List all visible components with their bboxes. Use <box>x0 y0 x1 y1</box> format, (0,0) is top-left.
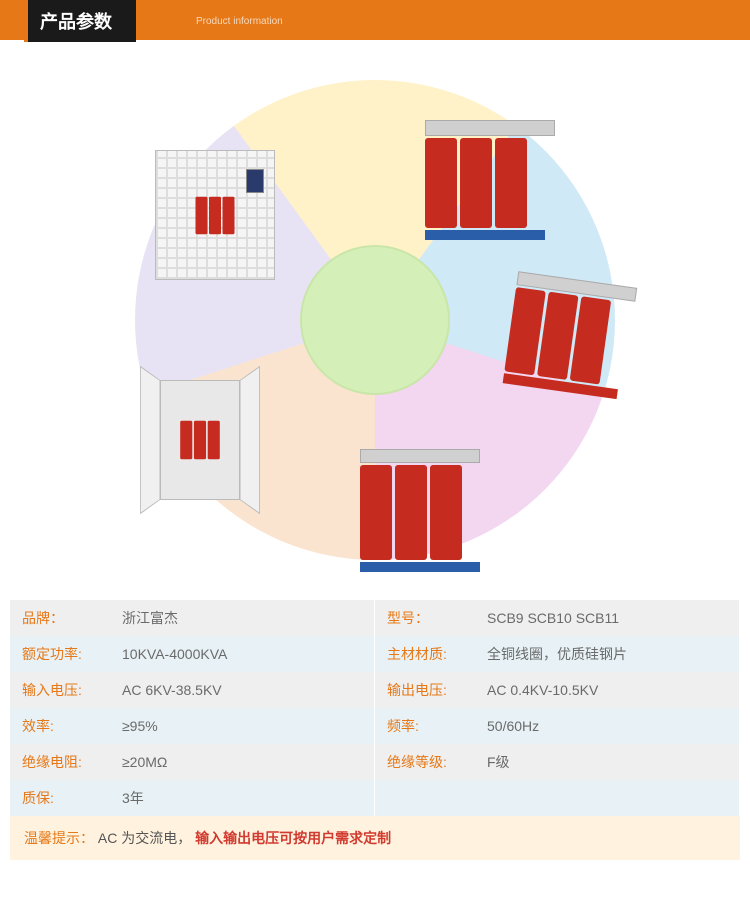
spec-value: ≥95% <box>122 718 158 734</box>
table-row: 效率: ≥95% <box>10 708 375 744</box>
table-row: 绝缘等级: F级 <box>375 744 740 780</box>
page-title: 产品参数 <box>24 0 136 42</box>
spec-label: 质保: <box>22 788 122 808</box>
table-row: 质保: 3年 <box>10 780 375 816</box>
spec-label: 绝缘等级: <box>387 752 487 772</box>
table-row: 品牌： 浙江富杰 <box>10 600 375 636</box>
spec-label: 绝缘电阻: <box>22 752 122 772</box>
product-transformer-2 <box>485 250 654 419</box>
table-row: 频率: 50/60Hz <box>375 708 740 744</box>
tip-text-1: AC 为交流电， <box>98 830 191 846</box>
spec-value: 3年 <box>122 788 144 808</box>
table-row: 输出电压: AC 0.4KV-10.5KV <box>375 672 740 708</box>
spec-value: ≥20MΩ <box>122 754 167 770</box>
pie-wheel <box>135 80 615 560</box>
page-subtitle: Product information <box>196 16 283 27</box>
spec-value: 10KVA-4000KVA <box>122 646 227 662</box>
spec-label: 输出电压: <box>387 680 487 700</box>
product-cabinet-open <box>125 360 275 520</box>
tip-text-2: 输入输出电压可按用户需求定制 <box>195 830 391 846</box>
spec-value: 全铜线圈，优质硅钢片 <box>487 644 627 664</box>
spec-table: 品牌： 浙江富杰 型号： SCB9 SCB10 SCB11 额定功率: 10KV… <box>10 600 740 816</box>
product-transformer-3 <box>345 435 495 585</box>
table-row: 额定功率: 10KVA-4000KVA <box>10 636 375 672</box>
spec-label: 额定功率: <box>22 644 122 664</box>
spec-value: F级 <box>487 752 510 772</box>
table-row: 绝缘电阻: ≥20MΩ <box>10 744 375 780</box>
spec-value: AC 6KV-38.5KV <box>122 682 222 698</box>
tip-bar: 温馨提示： AC 为交流电， 输入输出电压可按用户需求定制 <box>10 816 740 860</box>
table-row: 输入电压: AC 6KV-38.5KV <box>10 672 375 708</box>
spec-label: 主材材质: <box>387 644 487 664</box>
spec-value: 50/60Hz <box>487 718 539 734</box>
product-cage <box>145 140 285 290</box>
pie-center <box>300 245 450 395</box>
product-chart <box>0 40 750 600</box>
tip-label: 温馨提示： <box>24 830 94 846</box>
spec-label: 效率: <box>22 716 122 736</box>
table-row: 主材材质: 全铜线圈，优质硅钢片 <box>375 636 740 672</box>
spec-label: 输入电压: <box>22 680 122 700</box>
spec-value: SCB9 SCB10 SCB11 <box>487 610 619 626</box>
table-row <box>375 780 740 816</box>
spec-label: 频率: <box>387 716 487 736</box>
table-row: 型号： SCB9 SCB10 SCB11 <box>375 600 740 636</box>
spec-value: AC 0.4KV-10.5KV <box>487 682 598 698</box>
spec-value: 浙江富杰 <box>122 608 178 628</box>
product-transformer-1 <box>415 110 565 250</box>
spec-label: 型号： <box>387 608 487 628</box>
spec-label: 品牌： <box>22 608 122 628</box>
header-bar: 产品参数 Product information <box>0 2 750 40</box>
